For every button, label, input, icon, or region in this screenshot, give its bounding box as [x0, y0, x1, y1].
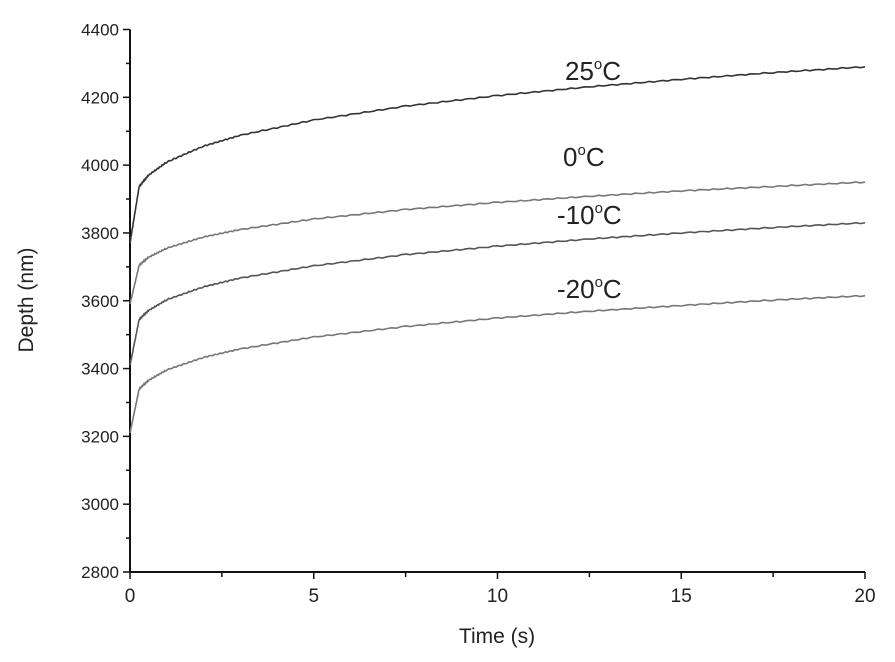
series-line--20C [129, 294, 866, 434]
plot-area: 2800 3000 3200 3400 3600 3800 4000 4200 4400 0 5 10… [81, 21, 875, 608]
series-line--10C [129, 221, 866, 366]
x-tick-label: 15 [671, 586, 692, 607]
y-tick-label: 3800 [81, 224, 119, 243]
x-tick-label: 10 [487, 586, 508, 607]
y-tick-label: 4000 [81, 156, 119, 175]
series-label--20C: -20oC [557, 274, 622, 304]
y-tick-label: 3600 [81, 292, 119, 311]
x-tick-label: 0 [125, 586, 136, 607]
y-tick-label: 2800 [81, 563, 119, 582]
x-axis-label: Time (s) [459, 625, 535, 648]
series-label--10C: -10oC [557, 200, 622, 230]
series-line-25C [129, 66, 866, 244]
y-axis-label: Depth (nm) [15, 247, 38, 352]
x-tick-label: 20 [854, 586, 875, 607]
y-tick-label: 3200 [81, 427, 119, 446]
y-tick-label: 3400 [81, 360, 119, 379]
y-tick-label: 4200 [81, 88, 119, 107]
series-label-25C: 25oC [565, 56, 621, 86]
y-tick-label: 3000 [81, 495, 119, 514]
series-line-0C [129, 181, 866, 305]
series-label-0C: 0oC [563, 142, 605, 172]
x-tick-label: 5 [308, 586, 319, 607]
y-tick-label: 4400 [81, 21, 119, 40]
